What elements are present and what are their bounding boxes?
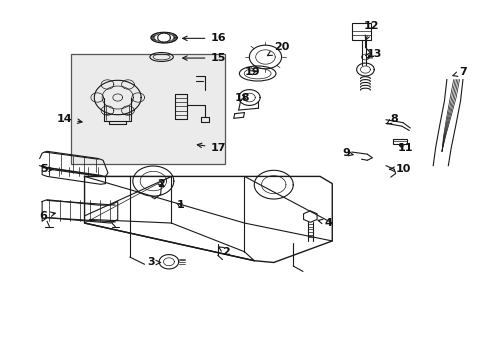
Text: 7: 7 <box>452 67 466 77</box>
Text: 9: 9 <box>341 148 352 158</box>
Text: 11: 11 <box>397 143 413 153</box>
Text: 20: 20 <box>267 42 288 56</box>
Text: 10: 10 <box>389 164 410 174</box>
Text: 2: 2 <box>157 179 164 189</box>
Text: 18: 18 <box>234 93 250 103</box>
Text: 8: 8 <box>386 114 398 124</box>
Text: 14: 14 <box>57 114 82 124</box>
Bar <box>351 23 370 40</box>
FancyBboxPatch shape <box>71 54 224 164</box>
Text: 19: 19 <box>244 67 260 77</box>
Text: 6: 6 <box>40 211 55 221</box>
Text: 4: 4 <box>318 218 332 228</box>
Text: 17: 17 <box>197 143 225 153</box>
Text: 13: 13 <box>366 49 381 59</box>
Text: 12: 12 <box>363 21 379 40</box>
Text: 15: 15 <box>183 53 225 63</box>
Bar <box>392 139 406 144</box>
Text: 16: 16 <box>183 33 225 43</box>
Text: 2: 2 <box>218 247 230 257</box>
Text: 3: 3 <box>147 257 160 267</box>
Text: 5: 5 <box>40 164 53 174</box>
Text: 1: 1 <box>176 200 183 210</box>
